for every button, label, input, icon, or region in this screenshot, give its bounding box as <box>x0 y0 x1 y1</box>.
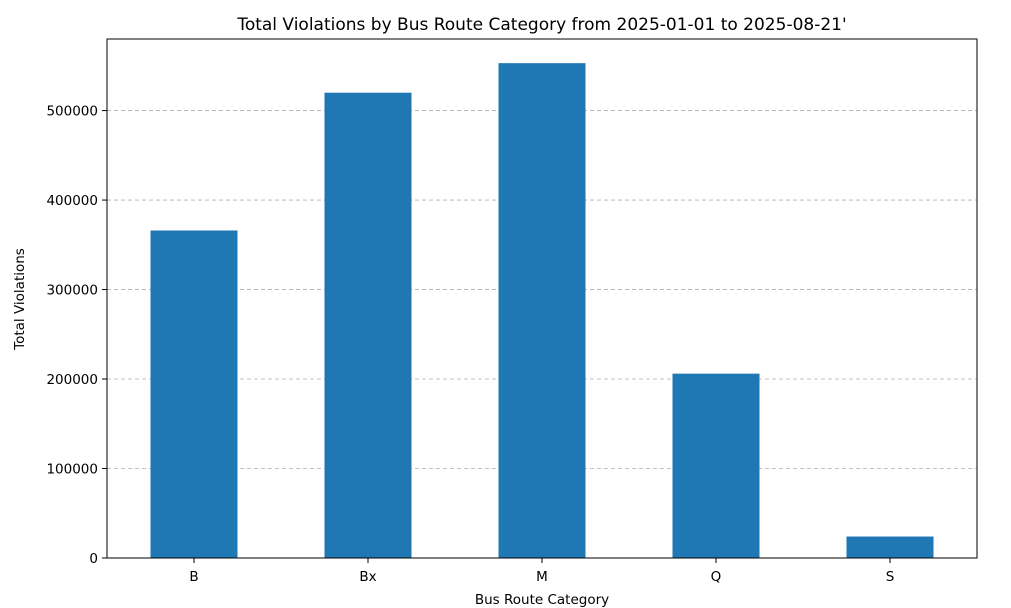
bar-s <box>846 536 934 558</box>
bars <box>150 63 934 559</box>
x-tick-label: Bx <box>359 569 376 585</box>
y-tick-label: 500000 <box>46 104 98 120</box>
bar-m <box>498 63 586 559</box>
x-tick-label: S <box>886 569 895 585</box>
bar-bx <box>324 92 412 559</box>
chart-title: Total Violations by Bus Route Category f… <box>236 15 846 35</box>
x-tick-label: M <box>536 569 548 585</box>
x-axis-label: Bus Route Category <box>475 592 609 608</box>
bar-b <box>150 230 238 558</box>
y-tick-label: 0 <box>89 551 98 567</box>
bar-q <box>672 373 760 558</box>
x-axis: B Bx M Q S <box>189 558 894 585</box>
y-axis-label: Total Violations <box>12 248 28 351</box>
x-tick-label: Q <box>711 569 722 585</box>
y-tick-label: 200000 <box>46 372 98 388</box>
y-tick-label: 300000 <box>46 283 98 299</box>
x-tick-label: B <box>189 569 198 585</box>
y-axis: 0 100000 200000 300000 400000 500000 <box>46 104 107 567</box>
y-tick-label: 100000 <box>46 462 98 478</box>
y-tick-label: 400000 <box>46 193 98 209</box>
